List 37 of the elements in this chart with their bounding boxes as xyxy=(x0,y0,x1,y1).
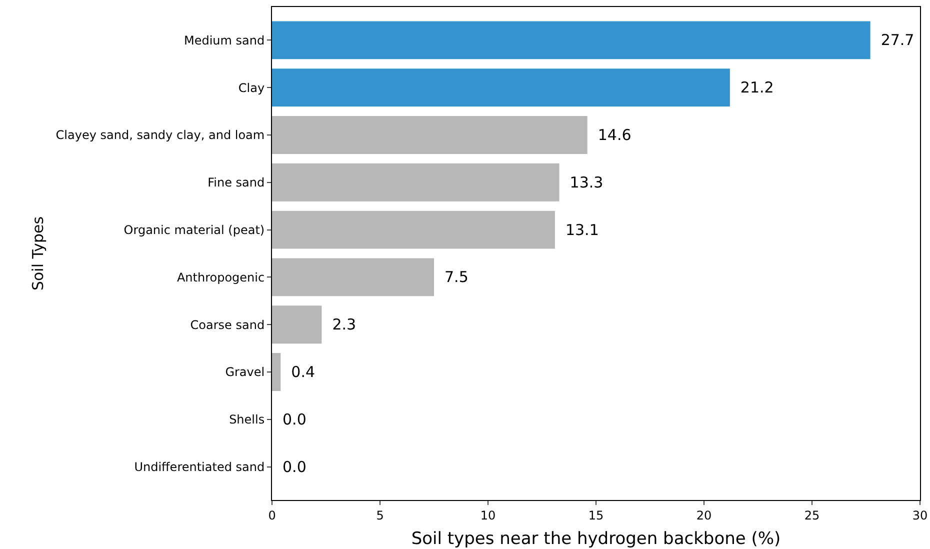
bar xyxy=(272,163,560,202)
y-axis-title: Soil Types xyxy=(29,216,48,291)
data-label: 21.2 xyxy=(732,78,774,97)
bar xyxy=(272,116,588,154)
bar xyxy=(272,306,322,344)
bar xyxy=(272,21,870,60)
data-label: 7.5 xyxy=(437,268,468,286)
x-tick-label: 10 xyxy=(480,508,496,522)
x-axis-title: Soil types near the hydrogen backbone (%) xyxy=(411,529,781,549)
x-tick-label: 0 xyxy=(268,508,276,522)
x-tick-label: 20 xyxy=(696,508,712,522)
y-tick-label: Medium sand xyxy=(184,33,265,48)
data-label: 0.0 xyxy=(275,410,306,428)
y-tick-label: Coarse sand xyxy=(190,318,265,332)
data-label: 13.1 xyxy=(558,220,599,239)
y-tick-label: Clay xyxy=(238,80,265,95)
y-tick-label: Undifferentiated sand xyxy=(134,460,265,474)
y-tick-label: Shells xyxy=(229,412,265,427)
x-tick-label: 30 xyxy=(912,508,928,522)
y-tick-label: Gravel xyxy=(225,365,265,380)
y-tick-label: Clayey sand, sandy clay, and loam xyxy=(56,128,265,142)
bar xyxy=(272,210,555,249)
data-label: 27.7 xyxy=(873,31,914,50)
bar xyxy=(272,258,434,296)
y-tick-label: Organic material (peat) xyxy=(124,223,265,237)
bar xyxy=(272,353,281,391)
data-label: 14.6 xyxy=(590,126,632,144)
x-tick-label: 15 xyxy=(588,508,604,522)
data-label: 0.0 xyxy=(275,458,306,476)
data-label: 0.4 xyxy=(284,363,315,382)
bar xyxy=(272,68,730,107)
data-label: 13.3 xyxy=(562,173,604,192)
data-label: 2.3 xyxy=(324,316,356,334)
x-tick-label: 5 xyxy=(376,508,384,522)
x-tick-label: 25 xyxy=(804,508,820,522)
y-tick-label: Fine sand xyxy=(208,176,265,190)
y-tick-label: Anthropogenic xyxy=(176,270,265,284)
